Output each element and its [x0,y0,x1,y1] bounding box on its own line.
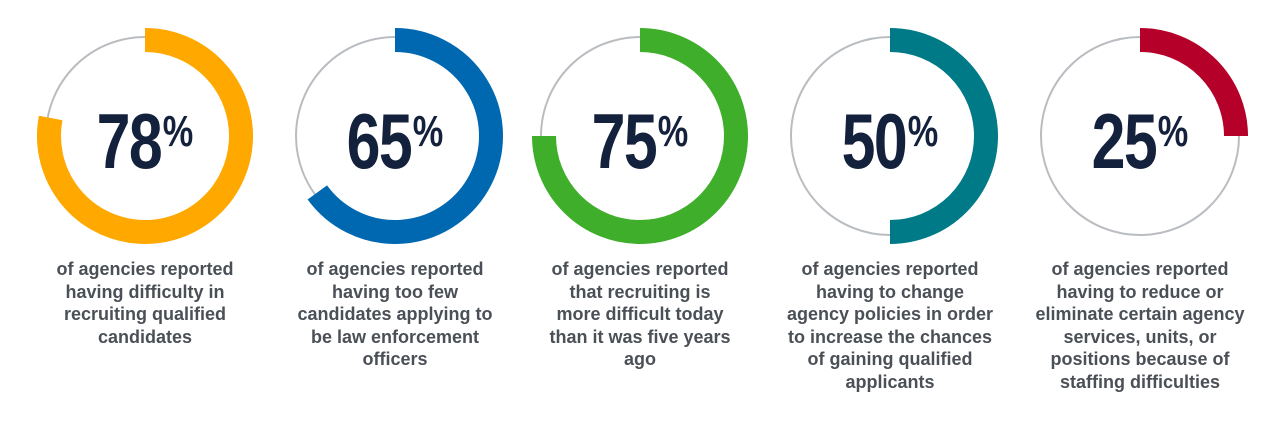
stat-value: 65% [270,96,519,187]
donut-arc [307,28,503,244]
stat-number: 75 [591,97,657,185]
percent-sign: % [657,107,688,156]
donut-arc [889,28,998,244]
stat-card: 78% of agencies reported having difficult… [20,0,269,437]
stat-number: 78 [96,97,162,185]
donut-chart [532,28,748,244]
stat-number: 25 [1091,97,1157,185]
stat-card: 65% of agencies reported having too few c… [270,0,519,437]
percent-sign: % [412,107,443,156]
stat-card: 25% of agencies reported having to reduce… [1015,0,1264,437]
stat-description: of agencies reported having to reduce or… [1035,259,1245,392]
percent-sign: % [162,107,193,156]
stat-value: 25% [1015,96,1264,187]
stat-card: 75% of agencies reported that recruiting … [515,0,764,437]
stat-value: 75% [515,96,764,187]
stat-number: 65 [346,97,412,185]
donut-chart [37,28,253,244]
donut-arc [1139,28,1248,137]
donut-arc [37,28,253,244]
donut-chart [1040,28,1248,236]
stat-card: 50% of agencies reported having to change… [765,0,1014,437]
percent-sign: % [1157,107,1188,156]
donut-arc [532,28,748,244]
donut-chart [790,28,998,244]
donut-chart [295,28,503,244]
stat-description: of agencies reported having difficulty i… [56,259,234,347]
stat-description: of agencies reported having too few cand… [297,259,493,369]
stat-number: 50 [841,97,907,185]
stat-description: of agencies reported that recruiting is … [549,259,731,369]
percent-sign: % [907,107,938,156]
stat-value: 78% [20,96,269,187]
stat-description: of agencies reported having to change ag… [786,259,994,392]
stat-value: 50% [765,96,1014,187]
